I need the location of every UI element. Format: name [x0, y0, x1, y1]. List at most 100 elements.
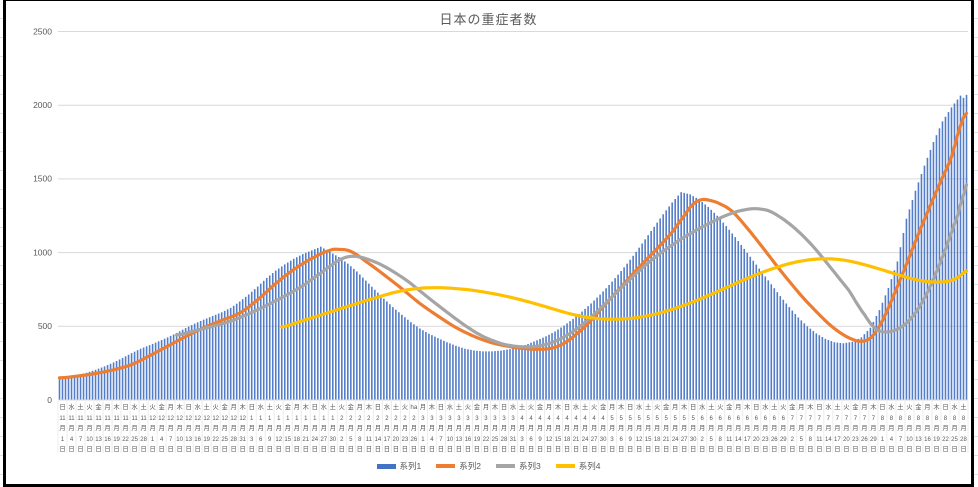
x-tick-label: 8: [358, 437, 362, 443]
x-tick-label: 月: [195, 424, 201, 432]
x-tick-label: 金: [663, 402, 670, 411]
x-tick-label: 木: [807, 402, 814, 411]
x-tick-label: 月: [185, 424, 191, 432]
legend-item-series3[interactable]: 系列3: [496, 460, 541, 472]
x-tick-label: 月: [483, 403, 489, 411]
x-tick-label: 土: [771, 402, 777, 411]
x-tick-label: 日: [861, 445, 867, 453]
x-tick-label: 3: [421, 416, 425, 422]
x-tick-label: 月: [411, 424, 417, 432]
x-tick-label: 月: [258, 424, 264, 432]
x-tick-label: 月: [447, 424, 453, 432]
x-tick-label: 火: [843, 404, 850, 411]
x-tick-label: 日: [942, 445, 948, 453]
x-tick-label: 日: [834, 445, 840, 453]
x-tick-label: 月: [528, 424, 534, 432]
x-tick-label: 月: [798, 424, 804, 432]
x-tick-label: 4: [520, 416, 524, 422]
x-tick-label: 21: [302, 437, 309, 443]
legend-item-series1[interactable]: 系列1: [376, 460, 422, 472]
x-tick-label: 11: [816, 437, 823, 443]
x-tick-label: 日: [753, 403, 759, 411]
x-tick-label: 1: [286, 416, 290, 422]
x-tick-label: 月: [285, 424, 291, 432]
x-tick-label: 月: [726, 424, 732, 432]
x-tick-label: 土: [960, 402, 966, 411]
chart-frame[interactable]: 日本の重症者数 0 500 1000 1500 2000 2500 日 11 月 1 日水 11 月 4 日…: [3, 0, 974, 487]
x-tick-label: 16: [465, 437, 472, 443]
x-tick-label: 日: [744, 445, 750, 453]
x-tick-label: 月: [348, 424, 354, 432]
x-tick-label: 日: [645, 445, 651, 453]
x-tick-label: 金: [537, 402, 544, 411]
x-tick-label: 日: [330, 445, 336, 453]
x-tick-label: 23: [852, 437, 859, 443]
x-tick-label: 月: [834, 424, 840, 432]
x-tick-label: 日: [555, 445, 561, 453]
x-tick-label: 5: [710, 437, 714, 443]
x-tick-label: 23: [762, 437, 769, 443]
y-axis-labels: 0 500 1000 1500 2000 2500: [33, 26, 52, 404]
x-tick-label: 月: [339, 424, 345, 432]
x-tick-label: 金: [95, 402, 102, 411]
x-tick-label: 7: [809, 416, 813, 422]
x-tick-label: 日: [438, 445, 444, 453]
x-tick-label: 月: [176, 424, 182, 432]
x-tick-label: 金: [852, 402, 859, 411]
x-tick-label: 日: [483, 445, 489, 453]
x-tick-label: 月: [591, 424, 597, 432]
x-tick-label: 月: [627, 424, 633, 432]
x-tick-label: 24: [311, 437, 318, 443]
x-tick-label: 月: [465, 424, 471, 432]
x-tick-label: 6: [764, 416, 768, 422]
x-tick-label: 木: [492, 402, 499, 411]
x-tick-label: 木: [429, 402, 436, 411]
x-tick-label: 月: [852, 424, 858, 432]
x-tick-label: 水: [321, 402, 328, 411]
x-tick-label: 7: [169, 437, 173, 443]
x-tick-label: 火: [591, 404, 598, 411]
x-tick-label: 日: [888, 445, 894, 453]
x-tick-label: 28: [230, 437, 237, 443]
x-tick-label: 6: [746, 416, 750, 422]
x-tick-label: 月: [140, 424, 146, 432]
x-tick-label: 19: [474, 437, 481, 443]
x-tick-label: 12: [185, 416, 192, 422]
x-tick-label: 日: [249, 445, 255, 453]
legend-label-series1: 系列1: [399, 461, 422, 471]
x-tick-label: 18: [564, 437, 571, 443]
x-tick-label: 23: [402, 437, 409, 443]
x-tick-label: 11: [366, 437, 373, 443]
legend-item-series2[interactable]: 系列2: [436, 460, 481, 472]
x-tick-label: 火: [213, 404, 220, 411]
x-tick-label: 7: [845, 416, 849, 422]
x-tick-label: 3: [493, 416, 497, 422]
x-tick-label: 12: [149, 416, 156, 422]
x-tick-label: 3: [511, 416, 515, 422]
x-tick-label: 日: [375, 445, 381, 453]
legend-item-series4[interactable]: 系列4: [555, 460, 600, 472]
x-tick-label: 12: [158, 416, 165, 422]
x-tick-label: 日: [627, 403, 633, 411]
x-tick-label: 10: [176, 437, 183, 443]
x-tick-label: 月: [267, 424, 273, 432]
x-tick-label: 月: [906, 424, 912, 432]
x-tick-label: 日: [59, 445, 65, 453]
x-tick-label: 月: [654, 424, 660, 432]
x-tick-label: 月: [519, 424, 525, 432]
x-tick-label: 6: [719, 416, 723, 422]
chart-title[interactable]: 日本の重症者数: [439, 12, 538, 27]
x-tick-label: 火: [465, 404, 472, 411]
x-tick-label: 木: [303, 402, 310, 411]
svg-text:1000: 1000: [33, 247, 52, 257]
x-tick-label: 月: [456, 424, 462, 432]
x-tick-label: 木: [176, 402, 183, 411]
x-tick-label: 月: [366, 424, 372, 432]
x-tick-label: 11: [726, 437, 733, 443]
x-tick-label: 日: [185, 445, 191, 453]
x-tick-label: 日: [825, 445, 831, 453]
x-tick-label: 日: [699, 445, 705, 453]
x-tick-label: 土: [330, 402, 336, 411]
x-tick-label: 日: [294, 445, 300, 453]
x-tick-label: 月: [357, 424, 363, 432]
